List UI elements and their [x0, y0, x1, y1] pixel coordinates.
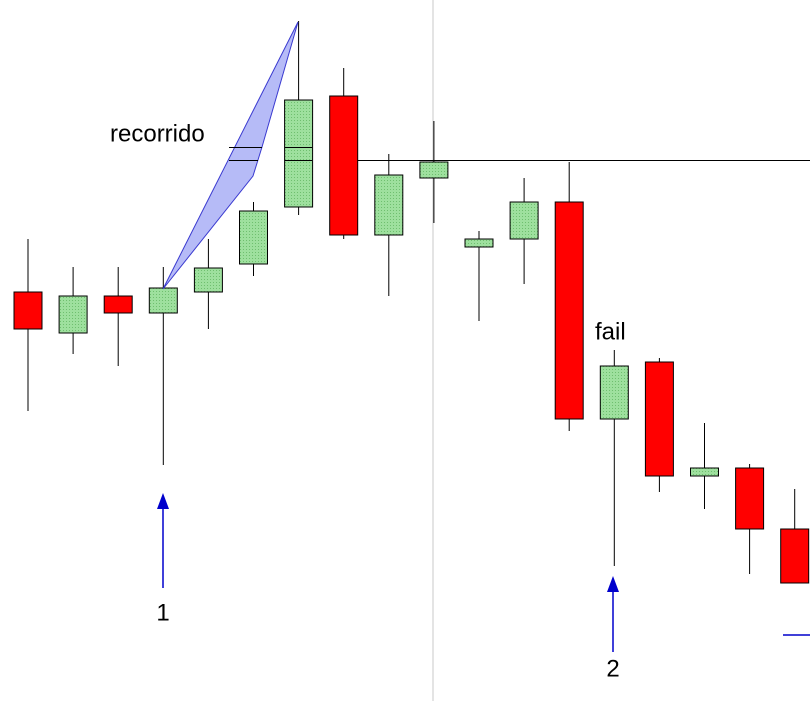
candle-body — [103, 295, 133, 314]
range-shape — [162, 21, 299, 290]
candle-body — [735, 467, 765, 530]
candle-body — [193, 267, 223, 293]
candle-body — [554, 201, 584, 420]
annotation: recorrido — [110, 120, 205, 147]
candle-body — [644, 361, 674, 477]
candle-body — [58, 295, 88, 334]
candle-body — [148, 287, 178, 314]
annotation: 2 — [606, 655, 619, 682]
candle-body — [329, 95, 359, 236]
candle-body — [464, 238, 494, 248]
candle-body — [239, 210, 268, 265]
candle-body — [599, 365, 629, 420]
candle-body — [419, 161, 449, 179]
candles — [13, 21, 810, 584]
candle-body — [780, 528, 810, 584]
annotation: fail — [595, 318, 626, 345]
arrow-head — [607, 576, 619, 592]
arrow-head — [157, 493, 169, 509]
annotation: 1 — [156, 599, 169, 626]
candle-body — [284, 99, 314, 208]
candle-body — [374, 174, 404, 236]
candle-body — [690, 467, 719, 477]
candle-body — [13, 291, 43, 330]
candle-body — [509, 201, 539, 240]
